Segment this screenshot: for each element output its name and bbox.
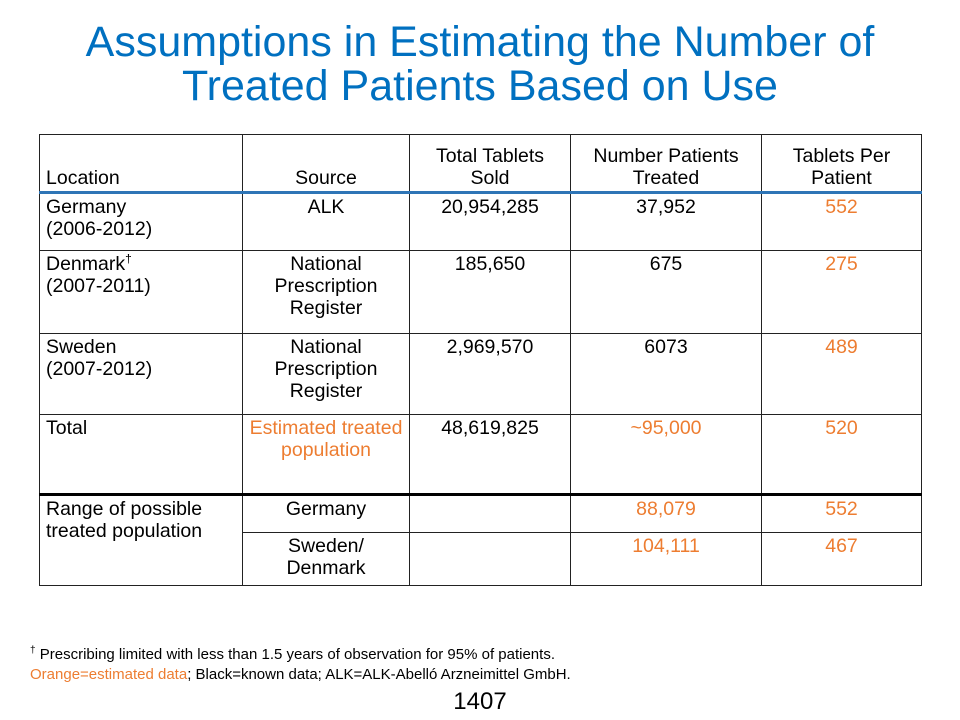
- footnote-line-2: Orange=estimated data; Black=known data;…: [30, 665, 571, 685]
- cell-patients-treated: 88,079: [570, 494, 762, 533]
- table-header-row: Location Source Total Tablets Sold Numbe…: [39, 134, 922, 194]
- cell-patients-treated: 37,952: [570, 192, 762, 251]
- header-source: Source: [242, 134, 410, 194]
- cell-tablets-sold-empty: [409, 532, 571, 586]
- header-tablets-sold: Total Tablets Sold: [409, 134, 571, 194]
- cell-source: Estimated treated population: [242, 414, 410, 496]
- cell-patients-treated: 104,111: [570, 532, 762, 586]
- table-row-total: Total Estimated treated population 48,61…: [39, 414, 922, 496]
- dagger-mark: †: [125, 251, 132, 266]
- footnote-legend-rest: ; Black=known data; ALK=ALK-Abelló Arzne…: [187, 666, 571, 683]
- table-row: Denmark† (2007-2011) National Prescripti…: [39, 250, 922, 334]
- header-patients-treated: Number Patients Treated: [570, 134, 762, 194]
- cell-location: Denmark† (2007-2011): [39, 250, 243, 334]
- cell-patients-treated: 675: [570, 250, 762, 334]
- table-row: Germany (2006-2012) ALK 20,954,285 37,95…: [39, 192, 922, 251]
- data-table: Location Source Total Tablets Sold Numbe…: [39, 134, 922, 586]
- cell-tablets-per-patient: 489: [761, 333, 922, 415]
- cell-patients-treated: 6073: [570, 333, 762, 415]
- location-name: Denmark: [46, 253, 126, 275]
- cell-tablets-sold: 48,619,825: [409, 414, 571, 496]
- cell-tablets-per-patient: 467: [761, 532, 922, 586]
- cell-source: Germany: [242, 494, 410, 533]
- footnote-dagger: †: [30, 645, 36, 656]
- location-name: Germany: [46, 196, 127, 218]
- location-period: (2007-2012): [46, 358, 153, 380]
- table-row-range: Range of possible treated population Ger…: [39, 494, 922, 586]
- cell-tablets-sold: 20,954,285: [409, 192, 571, 251]
- cell-location: Total: [39, 414, 243, 496]
- header-location: Location: [39, 134, 243, 194]
- cell-location: Germany (2006-2012): [39, 192, 243, 251]
- cell-location: Sweden (2007-2012): [39, 333, 243, 415]
- footnote-legend-estimated: Orange=estimated data: [30, 666, 188, 683]
- cell-tablets-per-patient: 552: [761, 494, 922, 533]
- footnote-text: Prescribing limited with less than 1.5 y…: [35, 646, 555, 663]
- header-tablets-per-patient: Tablets Per Patient: [761, 134, 922, 194]
- cell-source: ALK: [242, 192, 410, 251]
- cell-tablets-sold: 185,650: [409, 250, 571, 334]
- cell-source: Sweden/ Denmark: [242, 532, 410, 586]
- cell-tablets-per-patient: 552: [761, 192, 922, 251]
- cell-range-label: Range of possible treated population: [39, 494, 243, 586]
- page-number: 1407: [453, 688, 507, 715]
- location-name: Sweden: [46, 336, 117, 358]
- location-period: (2007-2011): [46, 275, 151, 297]
- page-title: Assumptions in Estimating the Number of …: [0, 20, 960, 108]
- page-title-line-2: Treated Patients Based on Use: [182, 62, 778, 110]
- cell-tablets-sold: 2,969,570: [409, 333, 571, 415]
- page-title-line-1: Assumptions in Estimating the Number of: [85, 18, 875, 66]
- table-row-range: Sweden/ Denmark 104,111 467: [40, 532, 922, 586]
- cell-tablets-per-patient: 275: [761, 250, 922, 334]
- cell-patients-treated: ~95,000: [570, 414, 762, 496]
- table-row: Sweden (2007-2012) National Prescription…: [39, 333, 922, 415]
- location-period: (2006-2012): [46, 218, 153, 240]
- cell-source: National Prescription Register: [242, 250, 410, 334]
- cell-tablets-sold-empty: [409, 494, 571, 533]
- footnote: † Prescribing limited with less than 1.5…: [30, 645, 571, 685]
- footnote-line-1: † Prescribing limited with less than 1.5…: [30, 645, 571, 665]
- cell-source: National Prescription Register: [242, 333, 410, 415]
- cell-tablets-per-patient: 520: [761, 414, 922, 496]
